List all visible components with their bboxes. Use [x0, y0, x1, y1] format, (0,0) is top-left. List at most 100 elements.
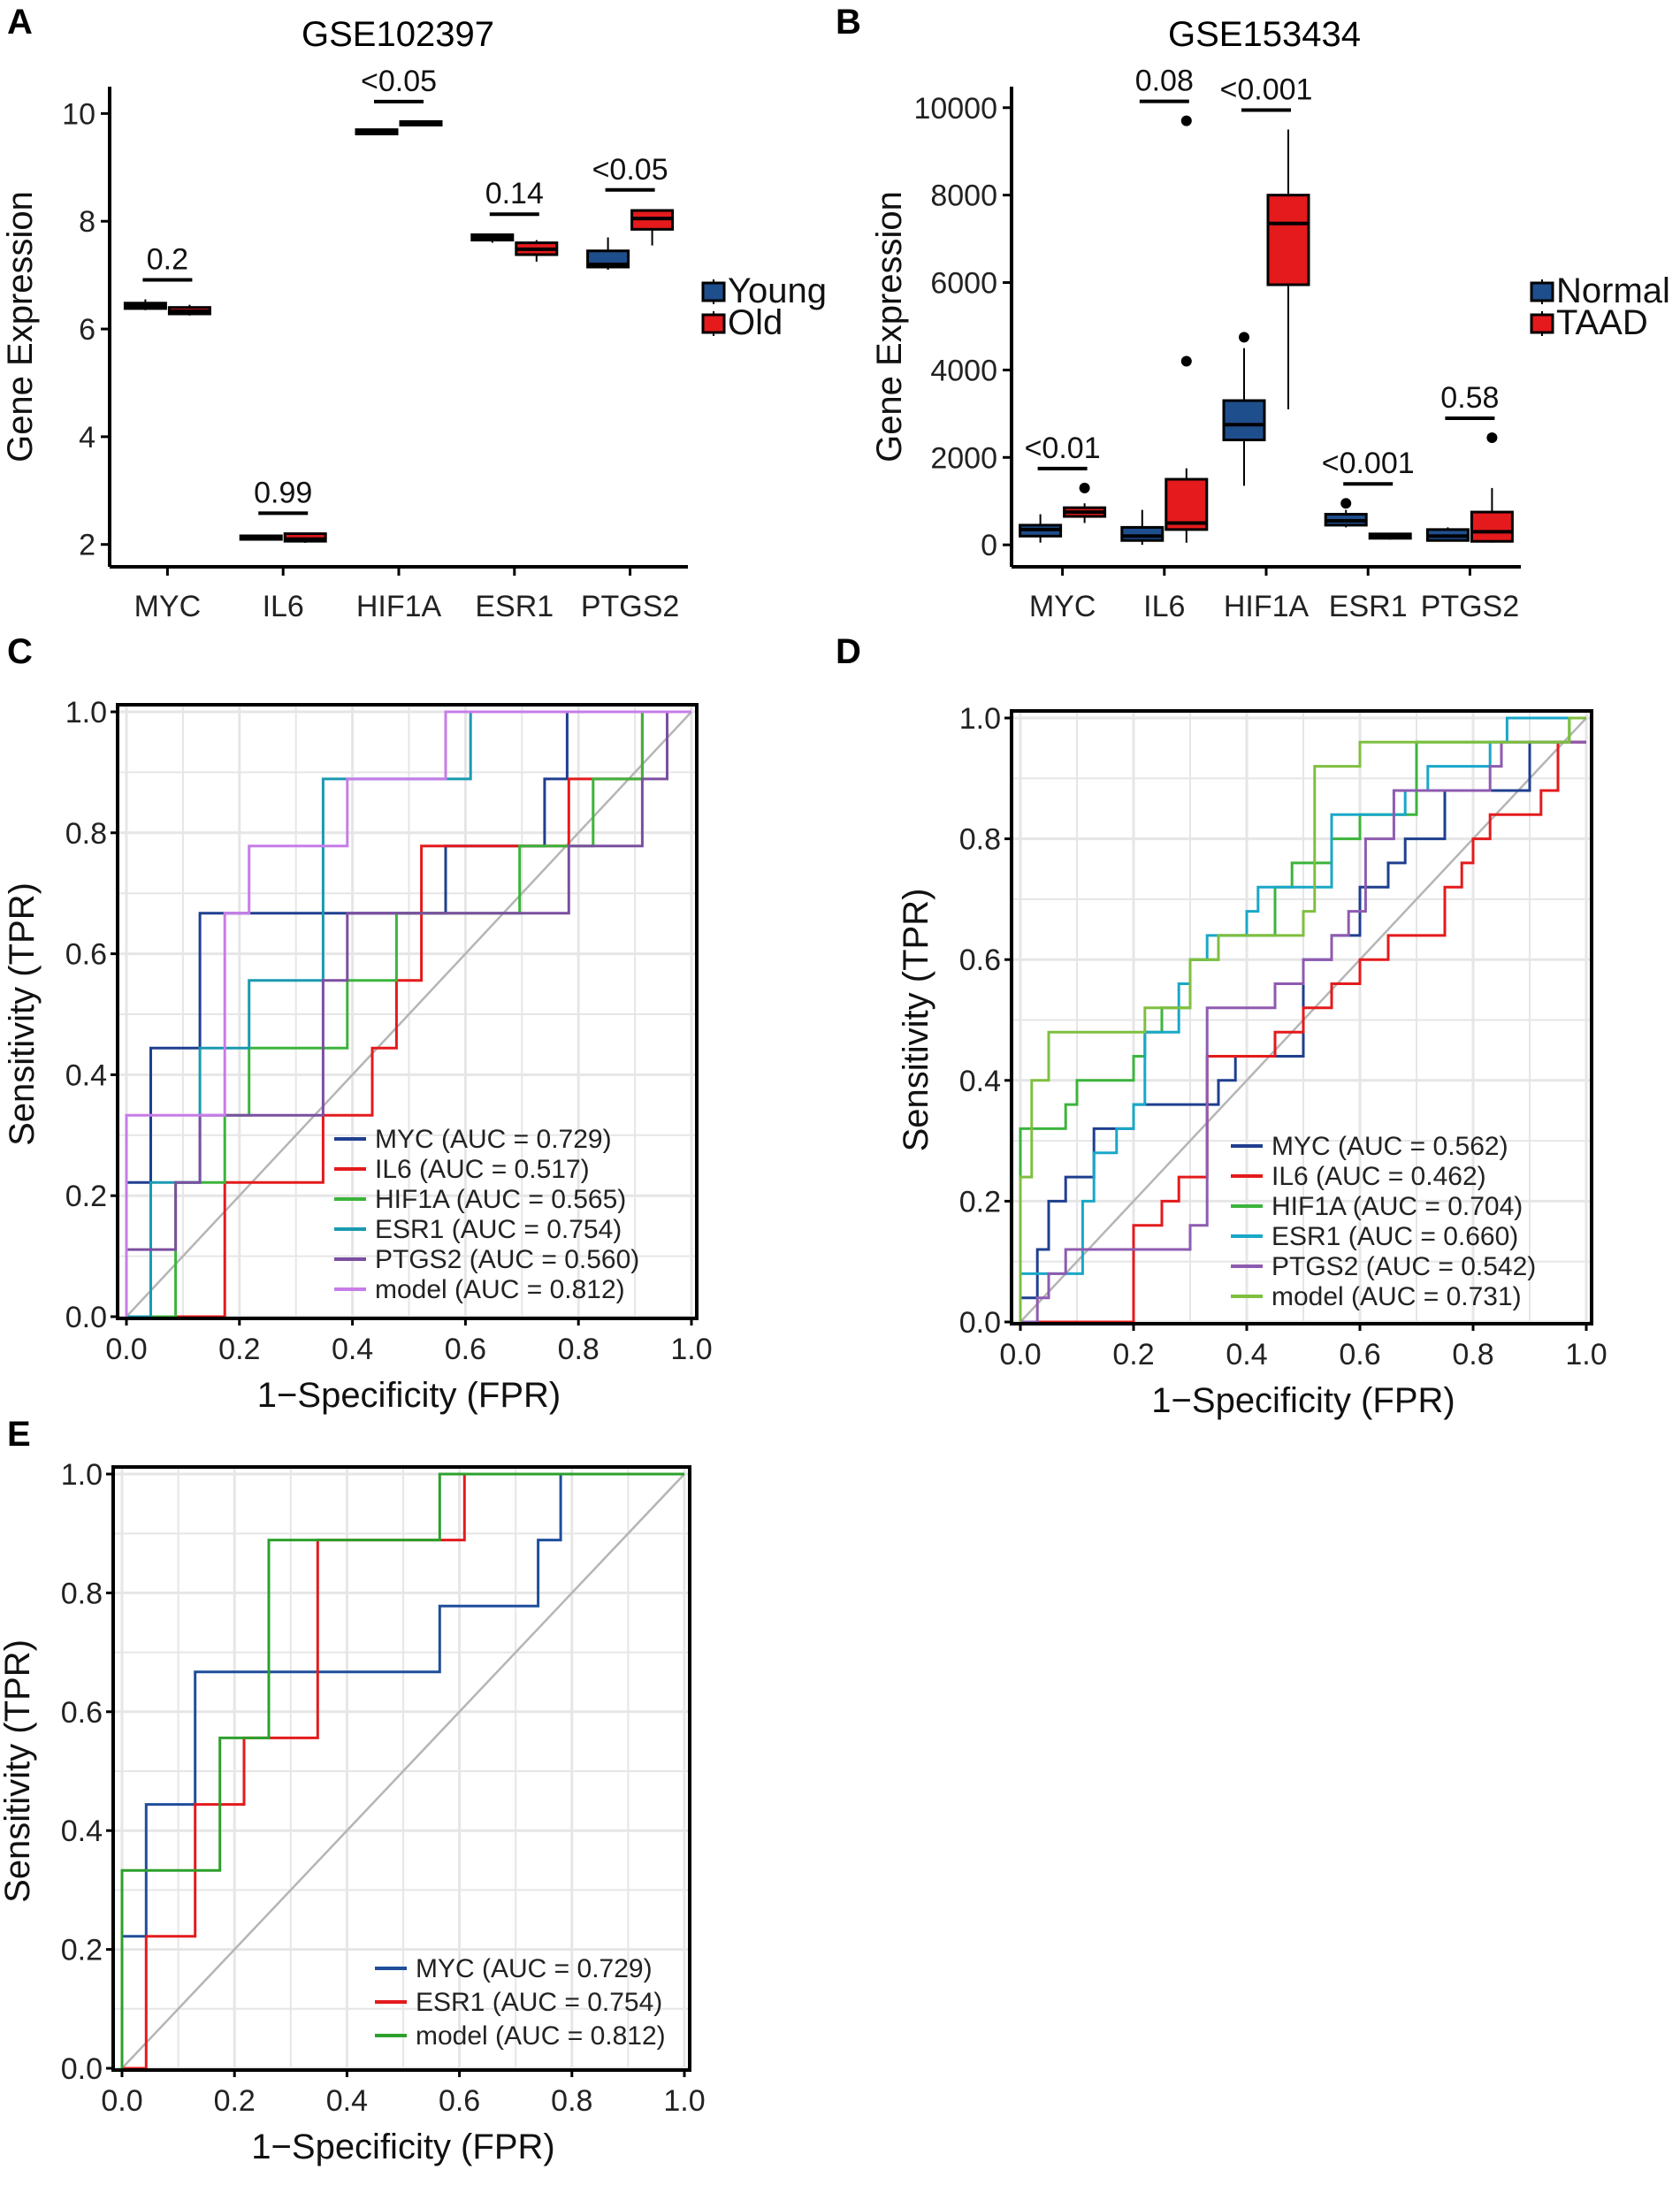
box-normal [1222, 399, 1266, 442]
box-panel-a: GSE102397 2 4 6 8 10 Gene Expression MYC 0.2 IL6 0… [1, 15, 827, 623]
pvalue-label: <0.001 [1220, 73, 1313, 106]
x-tick-label: 0.6 [445, 1333, 486, 1366]
x-tick-label: ESR1 [1329, 590, 1408, 623]
legend-label: ESR1 (AUC = 0.660) [1271, 1222, 1518, 1251]
y-tick-label: 0.0 [959, 1306, 1001, 1340]
legend-label: model (AUC = 0.731) [1271, 1282, 1522, 1311]
legend-key-taad [1530, 313, 1554, 334]
legend-label: model (AUC = 0.812) [416, 2021, 666, 2051]
y-tick-label: 0.0 [61, 2052, 103, 2086]
x-axis-title: 1−Specificity (FPR) [251, 2128, 554, 2166]
legend-label: MYC (AUC = 0.562) [1271, 1132, 1508, 1161]
x-tick-label: 0.2 [1112, 1338, 1154, 1371]
x-axis-title: 1−Specificity (FPR) [257, 1376, 561, 1415]
panel-label-e: E [7, 1415, 31, 1454]
y-axis-title: Gene Expression [870, 191, 909, 462]
y-tick-label: 0.2 [959, 1185, 1001, 1219]
box-normal [1120, 525, 1165, 542]
legend-key-normal [1530, 281, 1554, 302]
x-tick-label: PTGS2 [581, 590, 679, 623]
legend-label: ESR1 (AUC = 0.754) [375, 1215, 622, 1244]
y-tick-label: 0.8 [65, 817, 107, 851]
x-tick-label: 0.0 [999, 1338, 1041, 1371]
y-axis-title: Gene Expression [1, 191, 40, 462]
y-tick-label: 0.6 [959, 944, 1001, 977]
roc-panel-c: 0.00.0 0.2 0.2 0.4 0.4 0.6 0.6 0.8 0.8 1.0 1.0 1−Sp… [3, 696, 713, 1415]
x-axis-title: 1−Specificity (FPR) [1151, 1381, 1455, 1420]
y-tick-label: 4000 [930, 354, 997, 387]
panels: GSE102397 2 4 6 8 10 Gene Expression MYC 0.2 IL6 0… [0, 15, 1670, 2166]
legend-label: TAAD [1556, 303, 1648, 342]
y-tick-label: 0.6 [65, 938, 107, 972]
x-tick-label: 1.0 [663, 2084, 705, 2118]
box-outlier [1486, 432, 1498, 444]
roc-curve-model [125, 710, 691, 1317]
roc-curve-model [120, 1472, 684, 2068]
y-tick-label: 1.0 [959, 702, 1001, 736]
roc-curve-il6 [1020, 740, 1586, 1324]
plot-border [111, 1465, 691, 2072]
pvalue-label: 0.2 [147, 243, 188, 277]
pvalue-label: <0.05 [592, 153, 668, 187]
y-axis-title: Sensitivity (TPR) [0, 1639, 37, 1903]
y-tick-label: 4 [79, 421, 95, 455]
pvalue-label: 0.14 [485, 177, 544, 210]
x-tick-label: 0.8 [551, 2084, 592, 2118]
x-tick-label: 0.8 [1452, 1338, 1493, 1371]
y-tick-label: 0.4 [65, 1058, 107, 1092]
x-tick-label: 0.4 [326, 2084, 368, 2118]
y-axis-title: Sensitivity (TPR) [897, 889, 935, 1152]
panel-label-d: D [836, 632, 861, 671]
box-outlier [1340, 498, 1352, 509]
roc-curve-esr1 [126, 710, 691, 1318]
y-tick-label: 6 [79, 313, 95, 347]
diagonal-reference [121, 1473, 685, 2069]
y-tick-label: 0.8 [959, 823, 1001, 857]
x-tick-label: 0.8 [558, 1333, 599, 1366]
x-tick-label: HIF1A [1224, 590, 1310, 623]
x-tick-label: 0.0 [101, 2084, 142, 2118]
x-tick-label: 0.6 [439, 2084, 480, 2118]
x-tick-label: 0.6 [1339, 1338, 1380, 1371]
diagonal-reference [126, 711, 692, 1318]
x-tick-label: 0.2 [218, 1333, 260, 1366]
legend-label: PTGS2 (AUC = 0.542) [1271, 1252, 1536, 1281]
y-tick-label: 10 [62, 97, 95, 131]
x-tick-label: MYC [1029, 590, 1096, 623]
box-outlier [1079, 482, 1090, 493]
x-tick-label: 0.0 [105, 1333, 147, 1366]
box-taad [1470, 510, 1514, 543]
roc-curve-esr1 [122, 1472, 684, 2070]
x-tick-label: 0.2 [214, 2084, 256, 2118]
pvalue-label: <0.001 [1322, 447, 1415, 480]
plot-background [118, 705, 697, 1318]
legend-label: Young [728, 271, 827, 310]
y-tick-label: 0 [981, 529, 997, 562]
legend-label: HIF1A (AUC = 0.704) [1271, 1192, 1523, 1221]
x-tick-label: HIF1A [356, 590, 442, 623]
x-tick-label: 1.0 [1565, 1338, 1607, 1371]
y-tick-label: 2000 [930, 441, 997, 475]
legend-label: MYC (AUC = 0.729) [416, 1954, 653, 1983]
y-axis-title: Sensitivity (TPR) [3, 882, 42, 1146]
y-tick-label: 0.2 [65, 1180, 107, 1213]
y-tick-label: 10000 [913, 92, 997, 126]
box-taad [1165, 477, 1209, 531]
x-tick-label: MYC [134, 590, 202, 623]
x-tick-label: IL6 [1143, 590, 1185, 623]
x-tick-label: 0.4 [332, 1333, 373, 1366]
y-tick-label: 8000 [930, 180, 997, 213]
pvalue-label: 0.58 [1440, 381, 1499, 415]
y-tick-label: 0.8 [61, 1577, 103, 1610]
legend-key-young [701, 281, 726, 302]
legend-label: PTGS2 (AUC = 0.560) [375, 1245, 639, 1274]
y-tick-label: 8 [79, 205, 95, 239]
pvalue-label: 0.99 [254, 476, 312, 509]
panel-label-c: C [7, 632, 33, 671]
roc-curve-model [1019, 716, 1586, 1322]
legend-key-old [701, 313, 726, 334]
box-panel-b: GSE153434 0 2000 4000 6000 8000 10000 Gene Expr… [870, 15, 1670, 623]
box-outlier [1180, 115, 1192, 126]
plot-border [116, 703, 699, 1320]
pvalue-label: <0.01 [1025, 432, 1101, 465]
